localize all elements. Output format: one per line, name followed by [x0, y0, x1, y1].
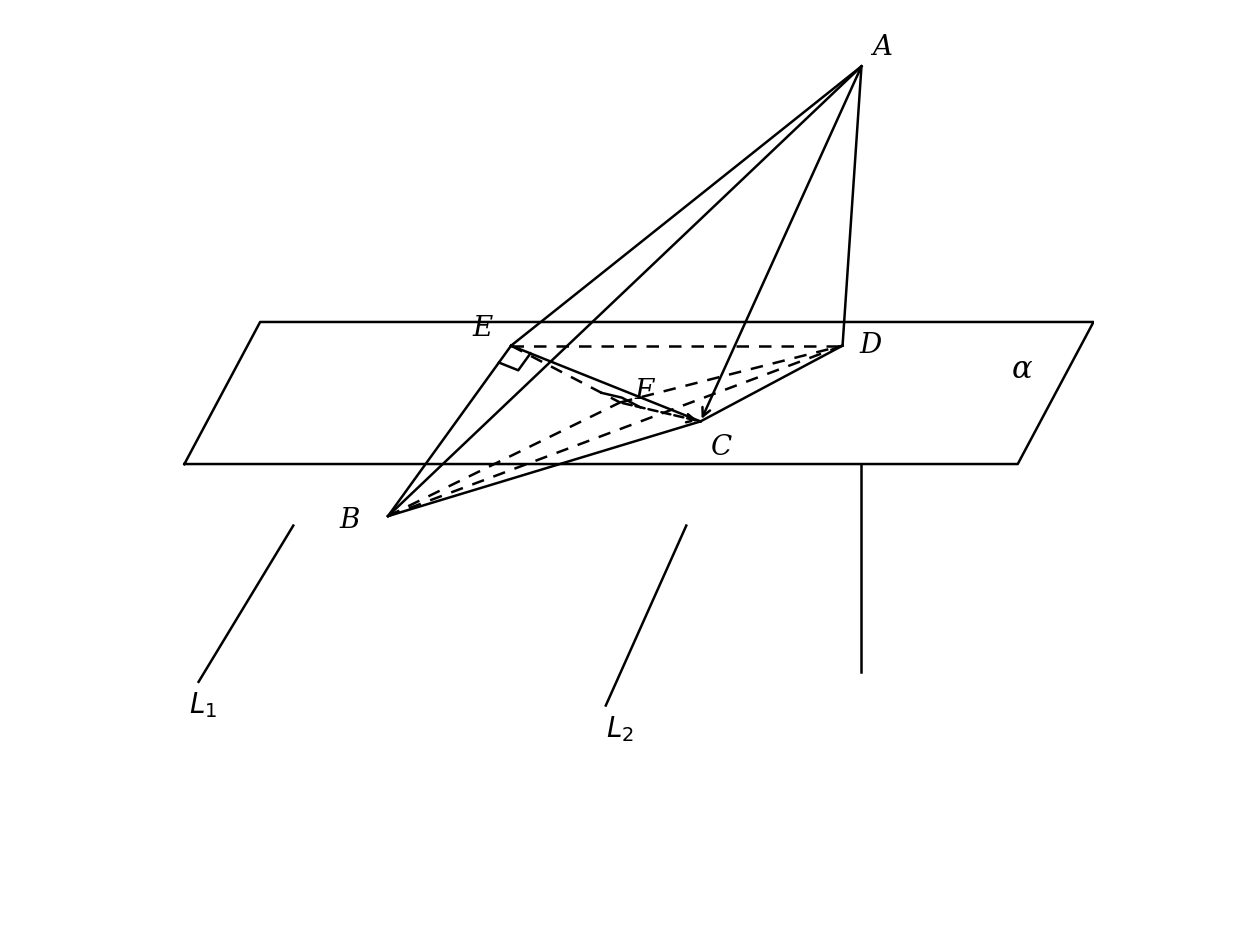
- Text: α: α: [1012, 354, 1033, 384]
- Text: E: E: [472, 315, 492, 342]
- Text: $L_2$: $L_2$: [606, 714, 634, 744]
- Text: C: C: [711, 435, 732, 461]
- Text: D: D: [859, 332, 882, 359]
- Text: B: B: [340, 508, 361, 534]
- Text: $L_1$: $L_1$: [190, 690, 217, 721]
- Text: F: F: [634, 378, 653, 404]
- Text: A: A: [872, 34, 893, 61]
